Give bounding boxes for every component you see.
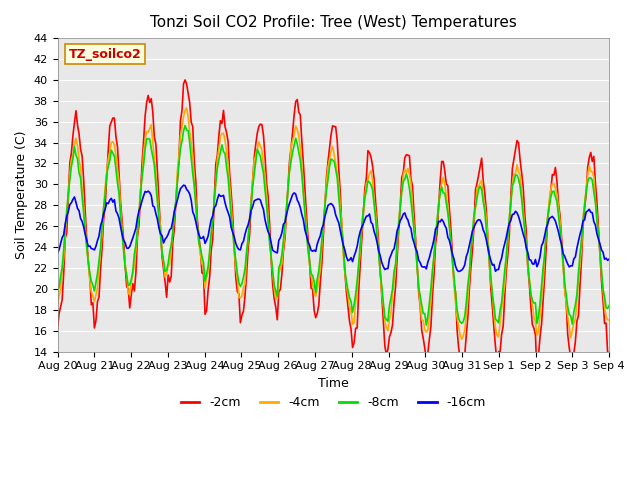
Y-axis label: Soil Temperature (C): Soil Temperature (C) bbox=[15, 131, 28, 259]
-2cm bbox=[122, 262, 129, 268]
-8cm bbox=[296, 157, 304, 163]
-4cm bbox=[183, 105, 191, 111]
-2cm bbox=[533, 372, 541, 377]
-4cm bbox=[247, 197, 255, 203]
-8cm bbox=[54, 288, 61, 294]
Title: Tonzi Soil CO2 Profile: Tree (West) Temperatures: Tonzi Soil CO2 Profile: Tree (West) Temp… bbox=[150, 15, 516, 30]
-8cm bbox=[122, 264, 129, 270]
-16cm bbox=[122, 240, 129, 246]
-16cm bbox=[238, 241, 246, 247]
-4cm bbox=[605, 317, 613, 323]
Line: -2cm: -2cm bbox=[58, 80, 609, 374]
-16cm bbox=[247, 207, 255, 213]
-2cm bbox=[605, 349, 613, 355]
-2cm bbox=[296, 112, 304, 118]
-8cm bbox=[422, 322, 430, 328]
Line: -16cm: -16cm bbox=[58, 185, 609, 272]
-4cm bbox=[220, 130, 227, 136]
Line: -4cm: -4cm bbox=[58, 108, 609, 339]
-4cm bbox=[122, 261, 129, 266]
-16cm bbox=[54, 250, 61, 256]
-2cm bbox=[578, 256, 586, 262]
-16cm bbox=[605, 256, 613, 262]
-4cm bbox=[54, 301, 61, 307]
Legend: -2cm, -4cm, -8cm, -16cm: -2cm, -4cm, -8cm, -16cm bbox=[176, 391, 491, 414]
-4cm bbox=[238, 293, 246, 299]
-8cm bbox=[578, 237, 586, 242]
-8cm bbox=[181, 123, 189, 129]
-4cm bbox=[296, 145, 304, 151]
-4cm bbox=[578, 244, 586, 250]
-2cm bbox=[247, 201, 255, 206]
-16cm bbox=[296, 205, 304, 211]
X-axis label: Time: Time bbox=[318, 377, 349, 390]
-8cm bbox=[238, 281, 246, 287]
Text: TZ_soilco2: TZ_soilco2 bbox=[68, 48, 141, 60]
-16cm bbox=[220, 192, 227, 198]
-16cm bbox=[455, 269, 463, 275]
-2cm bbox=[54, 325, 61, 331]
-2cm bbox=[238, 312, 246, 318]
-8cm bbox=[247, 201, 255, 207]
-2cm bbox=[220, 108, 227, 113]
-4cm bbox=[458, 336, 465, 342]
Line: -8cm: -8cm bbox=[58, 126, 609, 325]
-2cm bbox=[181, 77, 189, 83]
-16cm bbox=[578, 226, 586, 232]
-8cm bbox=[605, 302, 613, 308]
-16cm bbox=[180, 182, 188, 188]
-8cm bbox=[220, 149, 227, 155]
